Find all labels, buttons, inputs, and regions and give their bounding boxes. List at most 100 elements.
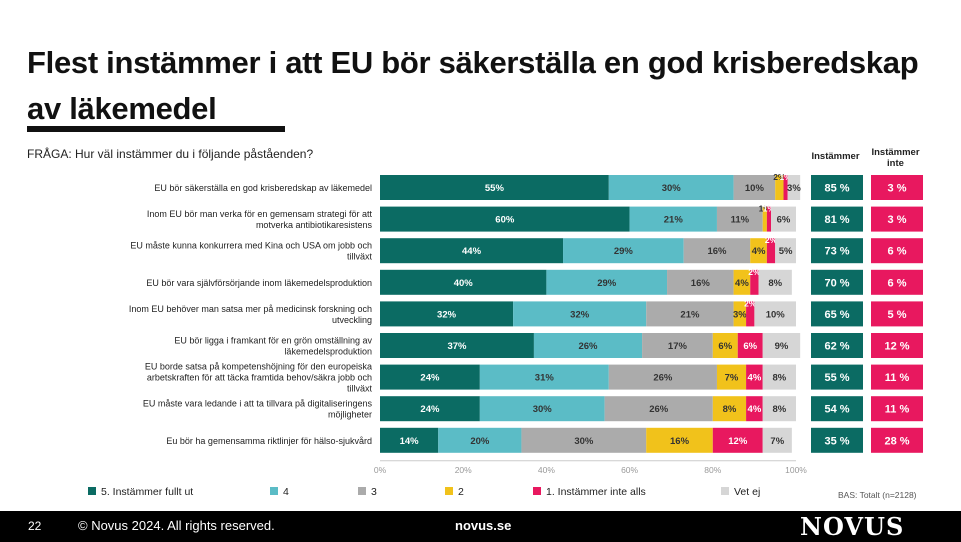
agree-box <box>811 206 863 232</box>
x-tick-label: 80% <box>704 465 721 475</box>
bar-segment <box>380 301 514 327</box>
disagree-box <box>871 238 923 264</box>
bar-segment <box>762 206 767 232</box>
bar-segment <box>380 364 480 390</box>
data-label: 20% <box>470 436 490 447</box>
bar-segment <box>646 301 734 327</box>
legend-swatch <box>358 487 366 495</box>
bar-segment <box>642 333 713 358</box>
bar-segment <box>766 206 772 232</box>
data-label: 26% <box>578 341 598 352</box>
data-label: 4% <box>752 246 766 257</box>
data-label: 10% <box>745 183 765 194</box>
data-label: 8% <box>772 373 786 384</box>
bar-segment <box>712 396 747 422</box>
legend-swatch <box>88 487 96 495</box>
data-label: 2% <box>748 267 761 277</box>
disagree-box <box>871 206 923 232</box>
bar-segment <box>733 301 747 327</box>
data-label: 8% <box>768 278 782 289</box>
page-number: 22 <box>28 519 42 533</box>
data-label: 55% <box>485 183 505 194</box>
data-label: 2% <box>773 172 786 182</box>
category-label: EU bör säkerställa en god krisberedskap … <box>154 183 372 193</box>
bar-segment <box>766 238 776 264</box>
data-label: 16% <box>707 246 727 257</box>
data-label: 7% <box>725 373 739 384</box>
legend-label: 2 <box>458 486 464 498</box>
bar-segment <box>750 269 759 295</box>
category-label: EU bör ligga i framkant för en grön omst… <box>174 336 372 357</box>
bar-segment <box>629 206 717 232</box>
bar-segment <box>533 333 643 358</box>
bar-segment <box>762 364 796 390</box>
title-underline <box>27 126 285 132</box>
bar-segment <box>608 364 717 390</box>
bar-segment <box>783 175 788 200</box>
bar-segment <box>771 206 796 232</box>
agree-box <box>811 175 863 200</box>
agree-box <box>811 396 863 422</box>
data-label: 26% <box>649 404 669 415</box>
agree-value: 73 % <box>824 246 849 258</box>
bar-segment <box>758 269 792 295</box>
agree-value: 85 % <box>824 183 849 195</box>
bar-segment <box>380 396 480 422</box>
stacked-bar-chart: EU bör säkerställa en god krisberedskap … <box>88 172 923 498</box>
bar-segment <box>712 333 738 358</box>
bar-segment <box>683 238 751 264</box>
disagree-box <box>871 175 923 200</box>
data-label: 2% <box>765 235 778 245</box>
bar-segment <box>787 175 801 200</box>
bar-segment <box>608 175 734 200</box>
data-label: 21% <box>664 215 684 226</box>
category-label: EU måste vara ledande i att ta tillvara … <box>143 399 373 420</box>
legend-swatch <box>533 487 541 495</box>
disagree-box <box>871 301 923 327</box>
agree-value: 62 % <box>824 341 849 353</box>
data-label: 32% <box>437 309 457 320</box>
disagree-value: 3 % <box>888 214 907 226</box>
data-label: 6% <box>743 341 757 352</box>
data-label: 14% <box>400 436 420 447</box>
disagree-value: 11 % <box>885 404 910 416</box>
data-label: 1% <box>779 172 792 182</box>
bar-segment <box>762 396 796 422</box>
data-label: 3% <box>787 183 801 194</box>
disagree-value: 6 % <box>888 246 907 258</box>
legend-swatch <box>445 487 453 495</box>
site-link[interactable]: novus.se <box>455 518 512 533</box>
category-label: EU borde satsa på kompetenshöjning för d… <box>145 362 373 394</box>
data-label: 29% <box>614 246 634 257</box>
data-label: 8% <box>772 404 786 415</box>
data-label: 4% <box>748 373 762 384</box>
bar-segment <box>746 364 763 390</box>
bar-segment <box>479 364 609 390</box>
bar-segment <box>746 396 763 422</box>
disagree-box <box>871 333 923 358</box>
category-label: EU bör vara självförsörjande inom läkeme… <box>146 278 372 288</box>
data-label: 37% <box>447 341 467 352</box>
data-label: 44% <box>462 246 482 257</box>
bar-segment <box>513 301 647 327</box>
category-label: EU måste kunna konkurrera med Kina och U… <box>130 241 372 262</box>
bar-segment <box>750 238 767 264</box>
agree-value: 55 % <box>824 372 849 384</box>
agree-value: 54 % <box>824 404 849 416</box>
disagree-column-header: Instämmer inte <box>871 147 920 169</box>
data-label: 1% <box>759 204 772 214</box>
x-tick-label: 100% <box>785 465 807 475</box>
x-tick-label: 0% <box>374 465 387 475</box>
disagree-value: 28 % <box>884 435 909 447</box>
disagree-value: 11 % <box>885 372 910 384</box>
agree-box <box>811 301 863 327</box>
data-label: 1% <box>763 204 776 214</box>
category-label: Eu bör ha gemensamma riktlinjer för häls… <box>166 436 372 446</box>
agree-box <box>811 269 863 295</box>
disagree-value: 12 % <box>884 341 909 353</box>
bar-segment <box>733 175 776 200</box>
x-tick-label: 20% <box>455 465 472 475</box>
data-label: 30% <box>662 183 682 194</box>
category-label: Inom EU behöver man satsa mer på medicin… <box>129 304 372 325</box>
data-label: 16% <box>670 436 690 447</box>
